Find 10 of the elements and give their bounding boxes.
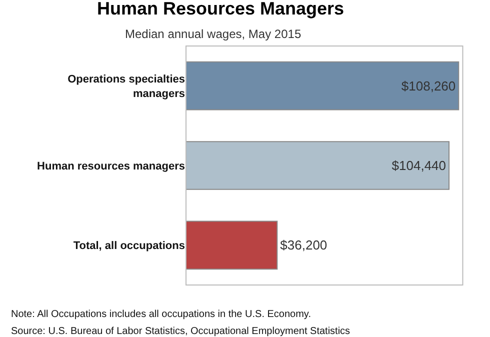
data-label: $104,440 bbox=[392, 158, 446, 173]
y-tick-label: Total, all occupations bbox=[73, 240, 185, 252]
chart-subtitle: Median annual wages, May 2015 bbox=[125, 27, 302, 41]
y-tick-label: Human resources managers bbox=[37, 160, 185, 172]
chart-title: Human Resources Managers bbox=[96, 0, 344, 18]
data-label: $108,260 bbox=[401, 78, 456, 94]
text: Note: All Occupations includes all occupations in the U.S. Economy. bbox=[11, 309, 311, 320]
data-label: $36,200 bbox=[280, 238, 328, 253]
y-tick-label: Operations specialties managers bbox=[68, 74, 185, 100]
source-note: Source: U.S. Bureau of Labor Statistics, Occupational Employment Statistics bbox=[11, 326, 350, 337]
